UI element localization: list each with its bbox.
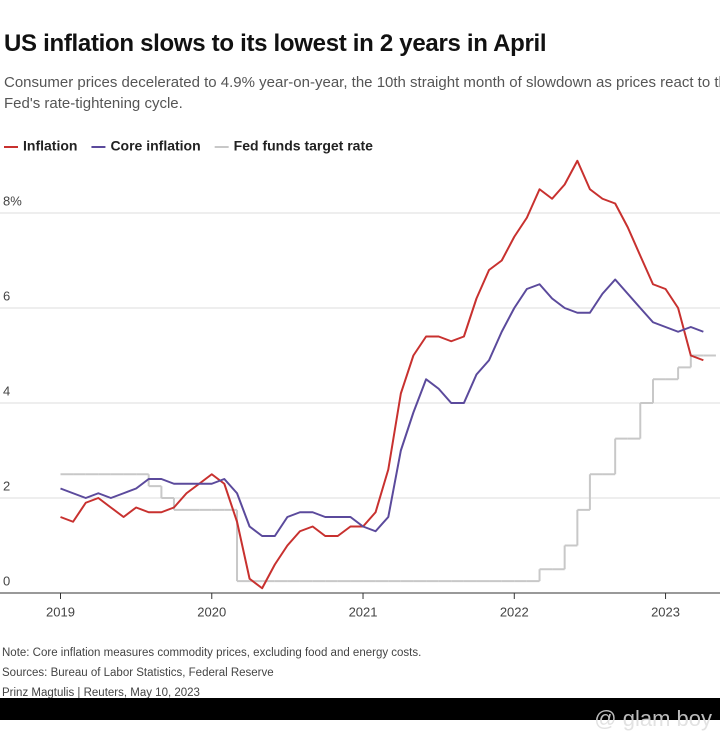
chart: Inflation Core inflation Fed funds target … — [0, 138, 720, 619]
notes: Note: Core inflation measures commodity … — [2, 643, 421, 703]
y-tick-label: 4 — [3, 383, 10, 398]
credit: Prinz Magtulis | Reuters, May 10, 2023 — [2, 687, 200, 699]
y-tick-label: 0 — [3, 573, 10, 588]
x-tick-label: 2020 — [197, 604, 226, 619]
chart-title: US inflation slows to its lowest in 2 ye… — [4, 30, 547, 57]
footer-bar — [0, 698, 720, 720]
source: Sources: Bureau of Labor Statistics, Fed… — [2, 667, 274, 679]
y-tick-label: 2 — [3, 478, 10, 493]
x-tick-label: 2019 — [46, 604, 75, 619]
y-tick-label: 8% — [3, 193, 22, 208]
y-tick-label: 6 — [3, 288, 10, 303]
chart-subtitle: Consumer prices decelerated to 4.9% year… — [4, 74, 720, 112]
x-tick-label: 2023 — [651, 604, 680, 619]
x-tick-label: 2022 — [500, 604, 529, 619]
legend-label: Inflation — [23, 138, 77, 154]
series-line — [60, 278, 704, 537]
x-tick-label: 2021 — [349, 604, 378, 619]
note: Note: Core inflation measures commodity … — [2, 647, 422, 659]
series-line — [60, 159, 704, 590]
watermark: @ glam boy — [594, 706, 712, 731]
legend-label: Fed funds target rate — [234, 138, 373, 154]
legend-label: Core inflation — [110, 138, 200, 154]
